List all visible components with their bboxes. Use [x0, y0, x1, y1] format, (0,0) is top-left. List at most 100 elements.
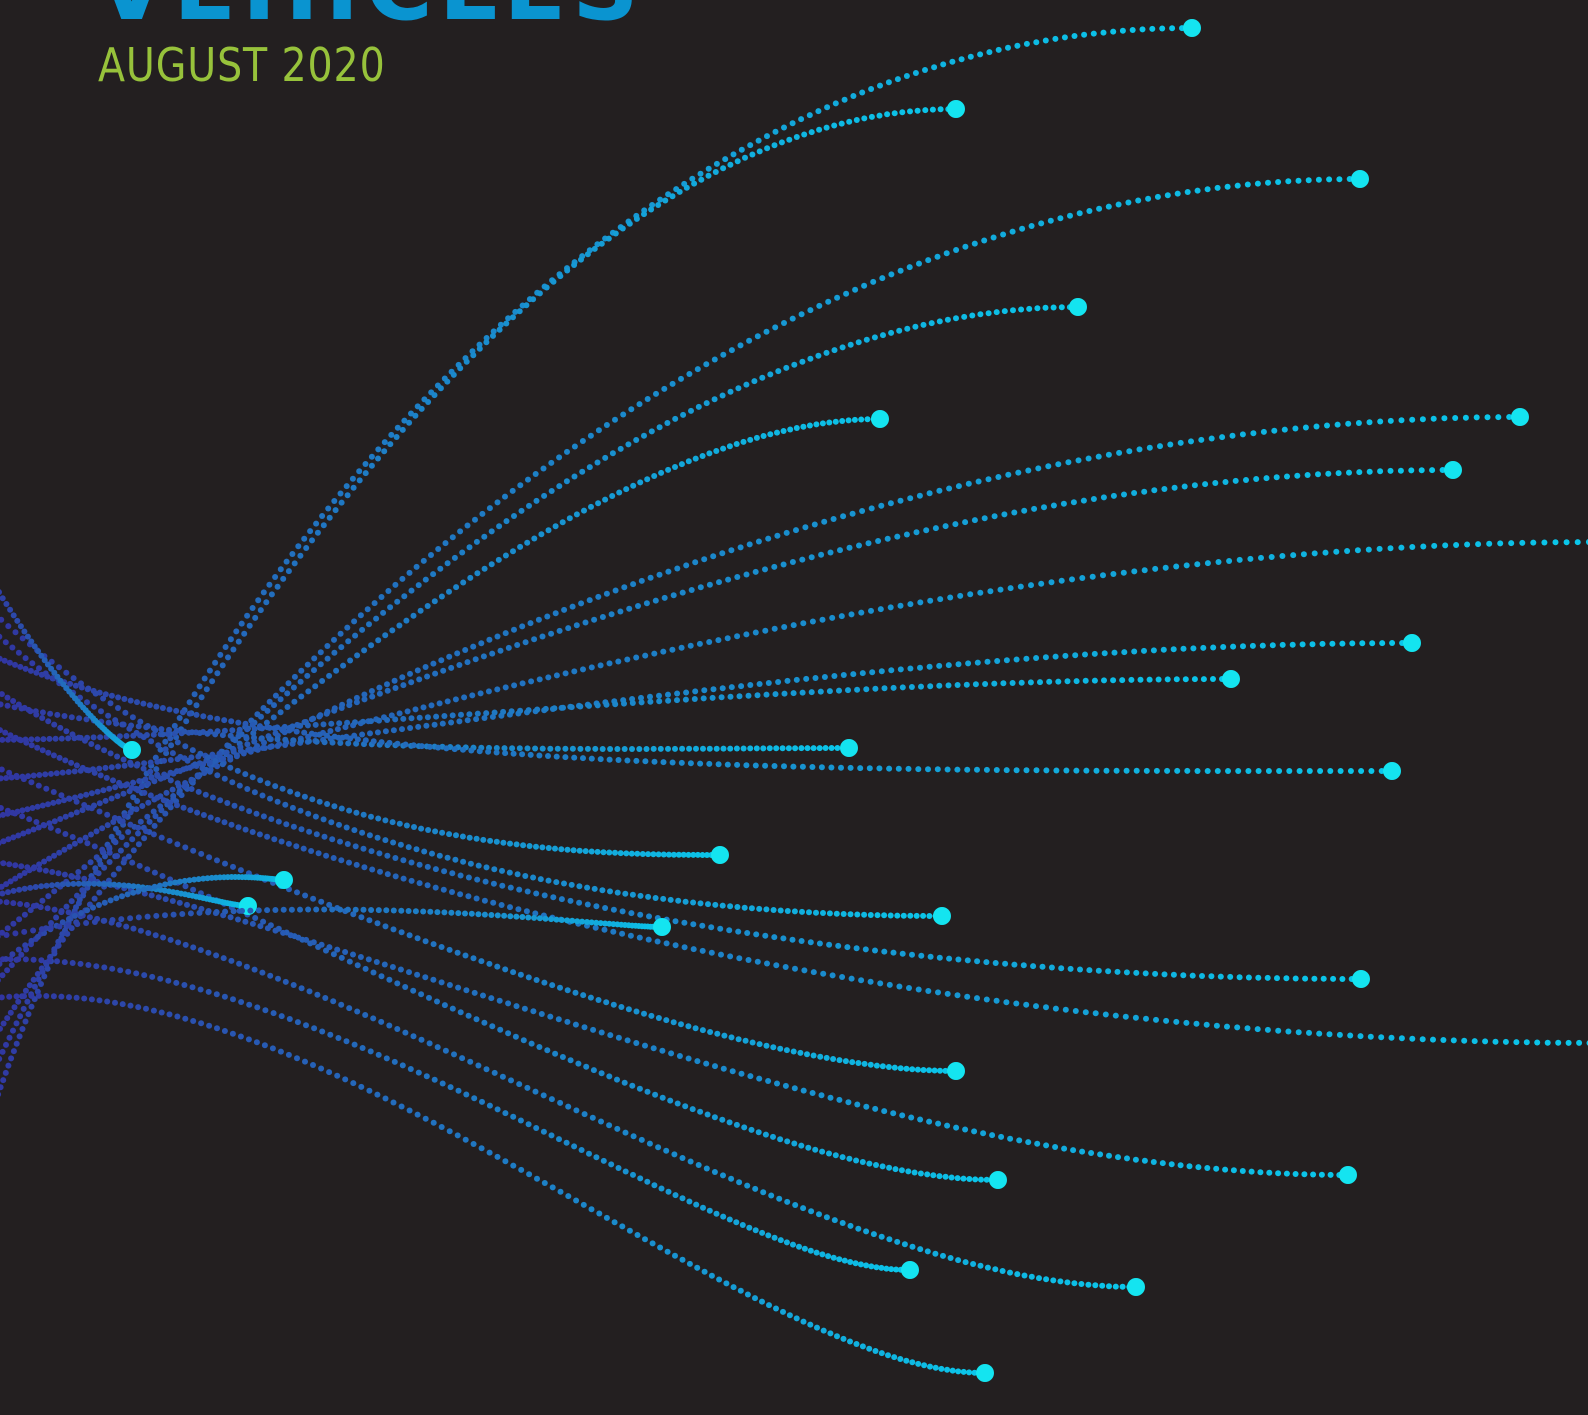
dot [69, 960, 76, 966]
dot [491, 866, 498, 873]
dot [727, 745, 734, 752]
dot [387, 441, 394, 448]
dot [39, 715, 46, 721]
dot [623, 850, 630, 857]
dot [466, 711, 473, 718]
dot [366, 621, 372, 628]
dot [826, 941, 833, 948]
dot [41, 657, 48, 664]
dot [1369, 640, 1376, 647]
dot [330, 951, 337, 958]
dot [694, 1058, 701, 1065]
dot [879, 1063, 886, 1070]
dot [318, 941, 325, 948]
dot [43, 993, 50, 999]
dot [133, 970, 140, 977]
dot [543, 284, 550, 291]
dot [1329, 640, 1336, 647]
dot [300, 845, 307, 852]
dot [391, 1058, 398, 1065]
dot [927, 953, 934, 960]
dot [962, 1126, 969, 1133]
dot [374, 729, 381, 736]
dot [362, 737, 369, 744]
dot [689, 1106, 696, 1113]
dot [767, 371, 774, 378]
dot [462, 910, 468, 917]
dot [385, 588, 392, 594]
dot [1143, 1015, 1149, 1022]
dot [549, 1184, 556, 1191]
dot [305, 906, 312, 913]
dot [686, 745, 693, 752]
dot [1290, 552, 1297, 559]
dot [656, 424, 663, 431]
dot [453, 584, 460, 591]
dot [908, 684, 915, 690]
dot [644, 396, 651, 402]
dot [487, 837, 494, 844]
dot [1265, 179, 1271, 186]
dot [881, 685, 888, 692]
dot [398, 907, 405, 914]
dot [174, 1013, 181, 1020]
dot [55, 870, 62, 877]
dot [683, 562, 690, 569]
dot [600, 1157, 607, 1164]
dot [660, 759, 667, 766]
dot [227, 764, 234, 771]
dot [96, 880, 103, 887]
dot [163, 789, 170, 796]
dot [214, 1025, 220, 1032]
dot [357, 954, 364, 960]
dot [190, 847, 197, 854]
dot [620, 411, 627, 418]
dot [697, 900, 704, 907]
dot [151, 883, 158, 890]
dot [606, 660, 613, 667]
dot [819, 1148, 826, 1155]
dot [927, 597, 934, 604]
dot [317, 649, 324, 656]
dot [728, 347, 735, 354]
dot [39, 747, 46, 754]
dot [286, 727, 293, 734]
dot [430, 571, 437, 578]
dot [112, 839, 119, 846]
dot [660, 851, 667, 858]
dot [102, 691, 109, 698]
dot [15, 946, 22, 953]
dot [1034, 1140, 1041, 1147]
dot [755, 137, 762, 144]
dot [878, 502, 885, 509]
dot [1234, 182, 1241, 189]
dot [103, 774, 110, 781]
dot [879, 275, 886, 282]
dot [886, 1164, 893, 1171]
dot [267, 972, 274, 979]
dot [637, 479, 644, 486]
dot [837, 547, 843, 554]
dot [483, 335, 490, 341]
dot [358, 1083, 365, 1090]
dot [516, 745, 523, 752]
dot [91, 895, 98, 902]
dot [415, 582, 422, 589]
dot [576, 883, 583, 890]
dot [693, 745, 699, 752]
dot [110, 777, 116, 784]
dot [1033, 1003, 1039, 1010]
dot [662, 197, 669, 204]
dot [430, 976, 437, 983]
dot [494, 1106, 501, 1113]
dot [3, 601, 10, 607]
dot [626, 220, 633, 227]
dot [699, 852, 706, 858]
dot [720, 445, 727, 452]
dot [98, 708, 104, 715]
dot [338, 805, 345, 812]
dot [0, 727, 3, 734]
dot [873, 1062, 880, 1069]
dot [361, 696, 368, 703]
dot [291, 673, 298, 680]
